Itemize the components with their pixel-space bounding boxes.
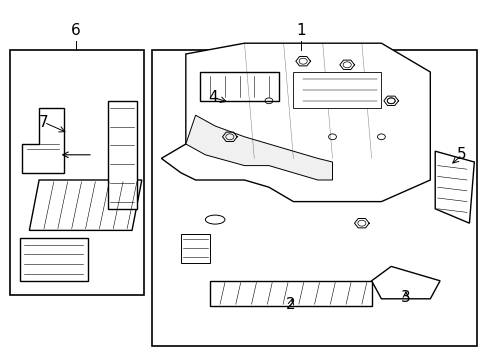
Text: 3: 3 <box>400 289 410 305</box>
Text: 4: 4 <box>207 90 217 105</box>
Polygon shape <box>22 108 63 173</box>
Bar <box>151 50 476 346</box>
Polygon shape <box>371 266 439 299</box>
Text: 6: 6 <box>71 23 81 38</box>
Bar <box>10 50 144 295</box>
Polygon shape <box>434 151 473 223</box>
Text: 1: 1 <box>295 23 305 38</box>
Polygon shape <box>161 43 429 202</box>
Polygon shape <box>293 72 381 108</box>
Polygon shape <box>210 281 371 306</box>
Text: 7: 7 <box>39 115 49 130</box>
Text: 2: 2 <box>285 297 295 312</box>
Polygon shape <box>20 238 88 281</box>
Text: 5: 5 <box>456 147 466 162</box>
Polygon shape <box>181 234 210 263</box>
Polygon shape <box>185 115 332 180</box>
Polygon shape <box>29 180 142 230</box>
Polygon shape <box>107 101 137 209</box>
Polygon shape <box>200 72 278 101</box>
